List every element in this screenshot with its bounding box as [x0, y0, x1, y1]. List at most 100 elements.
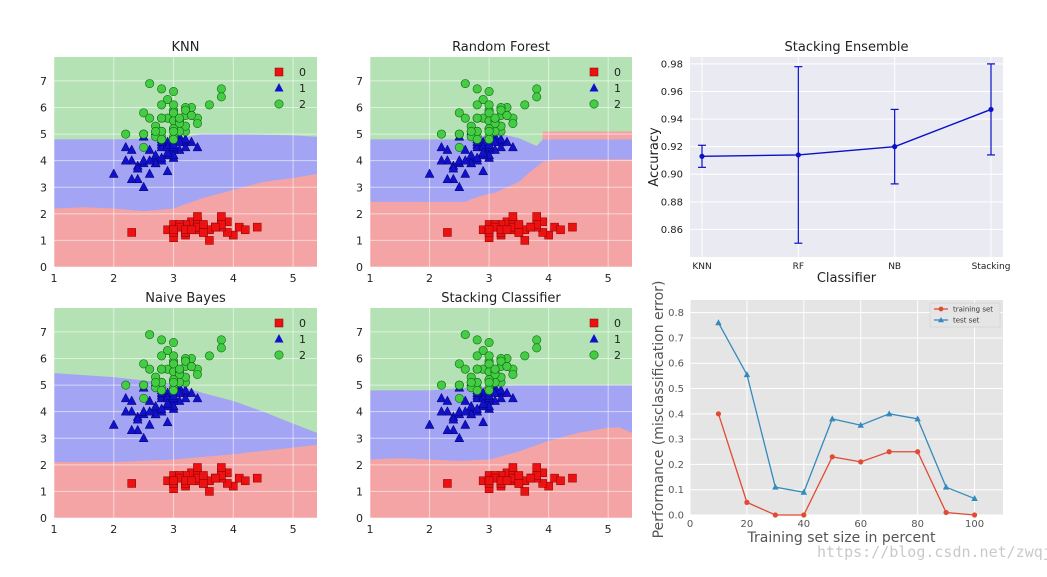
- x-tick-label: 4: [230, 523, 237, 536]
- chart-title: Random Forest: [452, 40, 550, 55]
- data-point-class-2: [496, 105, 506, 115]
- data-point-class-2: [139, 129, 149, 139]
- data-point-class-2: [216, 343, 226, 353]
- test-set-point: [857, 421, 864, 428]
- data-point-class-2: [484, 100, 494, 110]
- data-point-class-2: [436, 380, 446, 390]
- y-tick-label: 3: [356, 181, 363, 194]
- data-point-class-1: [192, 392, 203, 403]
- data-point-class-2: [532, 343, 542, 353]
- data-point-class-2: [490, 113, 500, 123]
- data-point-class-1: [120, 406, 131, 416]
- training-set-point: [971, 512, 978, 518]
- legend-marker-class-1: [274, 334, 284, 343]
- y-tick-label: 6: [40, 353, 47, 366]
- accuracy-line: [701, 108, 992, 158]
- data-point-class-1: [478, 416, 489, 427]
- y-tick-label: 0.3: [668, 435, 684, 446]
- plot-area: [54, 308, 317, 518]
- data-point-class-1: [138, 181, 149, 192]
- y-tick-label: 0.90: [661, 170, 683, 181]
- data-point-class-2: [460, 79, 470, 89]
- data-point-class-1: [496, 384, 506, 395]
- data-point-class-1: [120, 155, 131, 165]
- data-point-class-2: [532, 335, 542, 345]
- data-point-class-2: [186, 110, 196, 120]
- data-point-class-1: [156, 152, 167, 162]
- plot-area: [370, 308, 632, 518]
- y-tick-label: 4: [356, 406, 363, 419]
- data-point-class-2: [169, 100, 179, 110]
- data-point-class-1: [460, 419, 471, 429]
- data-point-class-0: [211, 473, 220, 483]
- data-point-class-2: [502, 361, 512, 371]
- x-tick-label: 4: [230, 272, 237, 285]
- y-tick-label: 3: [356, 432, 363, 445]
- data-point-class-1: [156, 403, 167, 413]
- data-point-class-1: [144, 419, 155, 429]
- data-point-class-1: [126, 144, 137, 154]
- data-point-class-2: [460, 364, 470, 374]
- test-set-point: [800, 488, 808, 495]
- data-point-class-0: [252, 222, 262, 232]
- x-tick-label: 2: [426, 272, 433, 285]
- data-point-class-1: [132, 173, 143, 184]
- y-tick-label: 0.94: [661, 115, 683, 126]
- data-point-class-0: [508, 212, 518, 221]
- legend-label: 0: [614, 317, 621, 330]
- data-point-class-2: [169, 351, 179, 361]
- y-tick-label: 6: [40, 102, 47, 115]
- data-point-class-2: [157, 113, 167, 123]
- data-point-class-1: [138, 432, 149, 443]
- training-set-point: [915, 449, 921, 455]
- y-tick-label: 0.96: [661, 87, 683, 98]
- data-point-class-1: [472, 152, 483, 162]
- training-set-point: [744, 499, 750, 505]
- x-tick-label: 3: [170, 523, 177, 536]
- data-point-class-2: [472, 335, 482, 345]
- data-point-class-0: [223, 228, 232, 237]
- data-point-class-1: [180, 141, 191, 152]
- training-set-point: [829, 454, 835, 460]
- data-point-class-2: [472, 113, 482, 123]
- training-set-point: [801, 512, 807, 518]
- data-point-class-0: [211, 222, 220, 232]
- data-point-class-2: [454, 108, 464, 118]
- data-point-class-1: [150, 400, 161, 411]
- x-tick-label: 5: [605, 272, 612, 285]
- data-point-class-0: [205, 487, 214, 496]
- data-point-class-0: [508, 463, 518, 472]
- y-tick-label: 0.86: [661, 225, 683, 236]
- data-point-class-2: [216, 84, 226, 94]
- data-point-class-1: [454, 432, 465, 443]
- legend-label: 1: [614, 333, 621, 346]
- legend-marker: [938, 306, 944, 312]
- y-tick-label: 2: [40, 459, 47, 472]
- data-point-class-1: [424, 419, 435, 429]
- data-point-class-1: [478, 165, 489, 176]
- y-tick-label: 0: [356, 261, 363, 274]
- data-point-class-0: [252, 473, 262, 483]
- data-point-class-2: [192, 118, 202, 128]
- data-point-class-2: [175, 113, 185, 123]
- accuracy-point: [699, 153, 705, 159]
- legend-marker: [938, 317, 944, 323]
- data-point-class-1: [138, 406, 149, 416]
- data-point-class-1: [132, 414, 143, 424]
- x-tick-label: 1: [51, 523, 58, 536]
- legend-marker-class-2: [274, 350, 284, 360]
- series-line-training-set: [717, 413, 975, 516]
- legend-label: 2: [299, 349, 306, 362]
- y-axis-label: Performance (misclassification error): [651, 281, 667, 539]
- legend-marker-class-2: [589, 99, 599, 109]
- data-point-class-1: [168, 139, 179, 149]
- data-point-class-0: [443, 479, 452, 488]
- legend-marker-class-1: [274, 83, 284, 92]
- data-point-class-0: [241, 476, 250, 486]
- data-point-class-0: [193, 463, 202, 472]
- legend-label: 1: [614, 82, 621, 95]
- data-point-class-2: [466, 377, 476, 387]
- data-point-class-0: [526, 473, 536, 483]
- y-tick-label: 7: [356, 75, 363, 88]
